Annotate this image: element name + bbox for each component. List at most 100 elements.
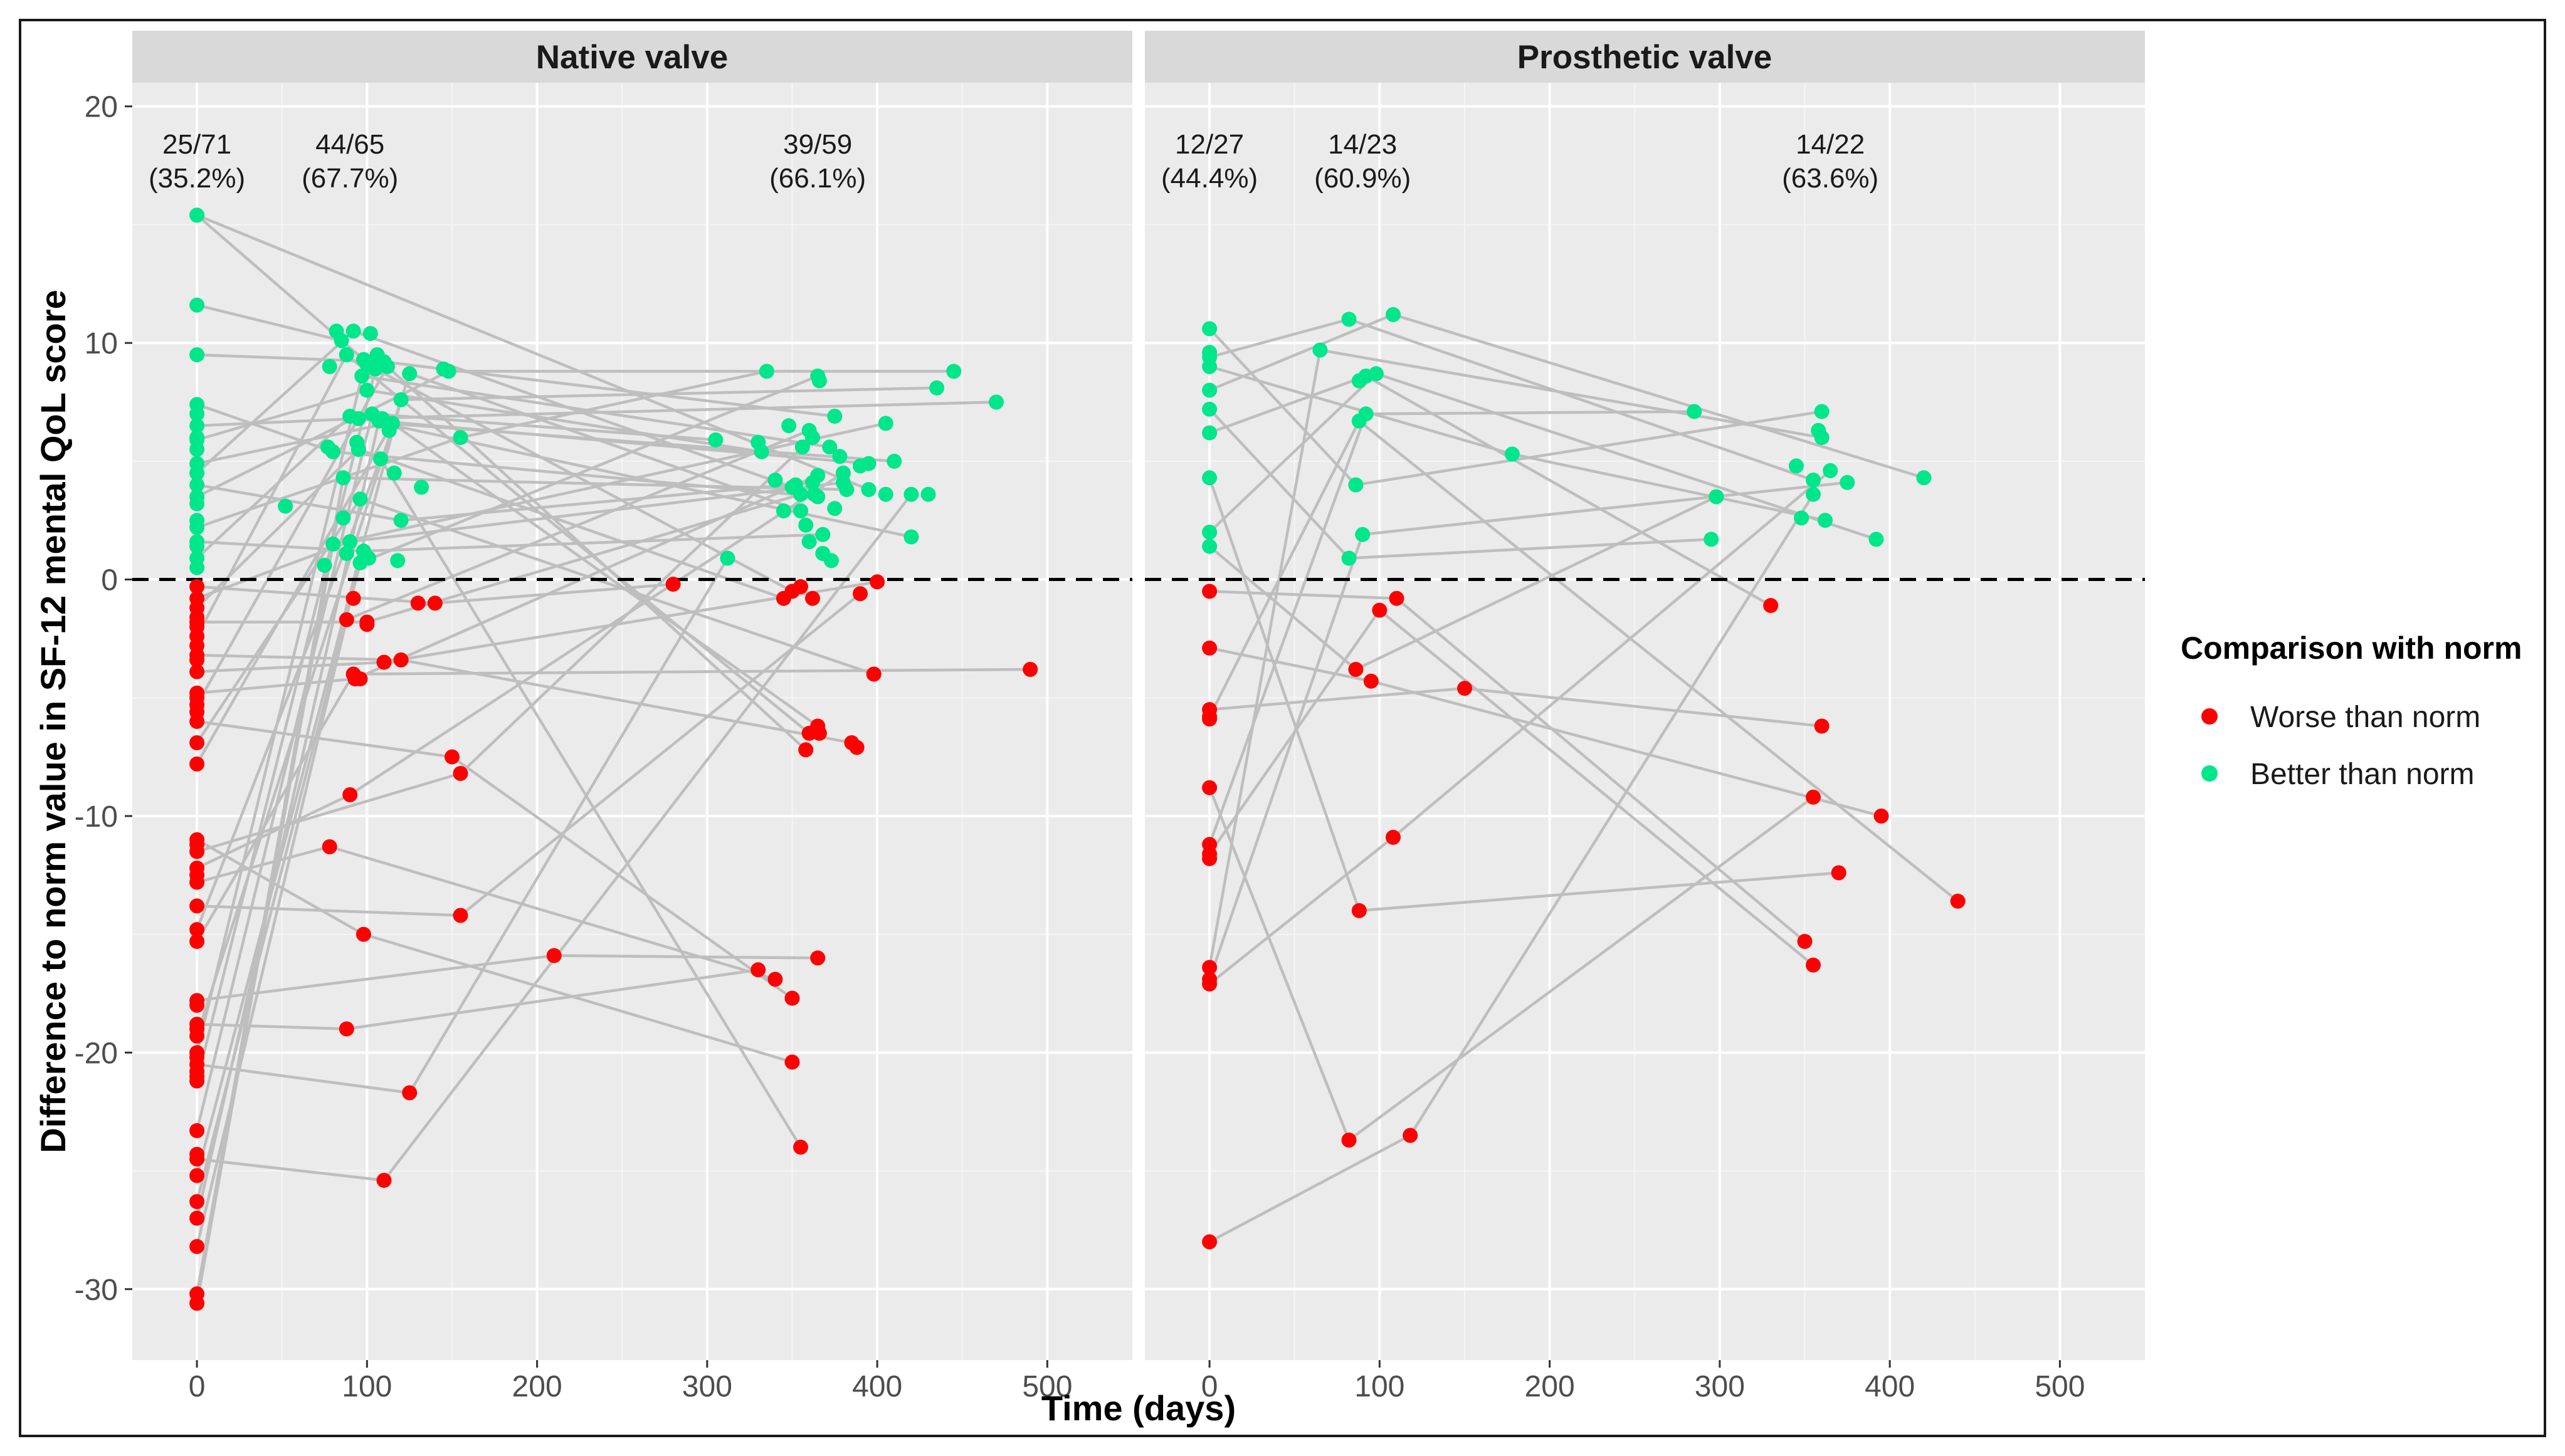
point-worse-than-norm [453,766,468,781]
point-worse-than-norm [189,1146,205,1162]
point-worse-than-norm [1389,590,1404,606]
x-axis-ticks-native: 0 100 200 300 400 500 [189,1360,1072,1403]
point-worse-than-norm [189,735,205,750]
point-better-than-norm [787,477,803,493]
point-better-than-norm [1202,425,1218,441]
point-better-than-norm [827,501,843,516]
legend-key-worse [2201,708,2218,725]
trajectory-line [196,303,342,342]
point-better-than-norm [352,491,368,507]
point-worse-than-norm [189,1239,205,1254]
point-worse-than-norm [1023,662,1038,677]
panel-native-valve: Native valve 25/71(35.2%) 44/65(67.7%) 39/… [132,31,1132,1403]
point-worse-than-norm [853,586,868,602]
point-better-than-norm [381,422,397,438]
point-better-than-norm [453,430,468,446]
point-better-than-norm [806,486,822,502]
point-worse-than-norm [322,839,337,854]
point-worse-than-norm [1202,851,1218,866]
point-better-than-norm [1687,404,1702,419]
point-better-than-norm [189,442,205,457]
point-better-than-norm [329,323,344,339]
y-axis: -30 -20 -10 0 10 20 [75,91,132,1307]
point-worse-than-norm [189,619,205,634]
point-better-than-norm [1312,342,1328,358]
point-better-than-norm [794,439,810,455]
legend-label-better: Better than norm [2250,758,2475,791]
point-better-than-norm [776,503,791,519]
point-worse-than-norm [665,577,681,592]
point-worse-than-norm [189,579,205,594]
point-better-than-norm [1868,532,1884,547]
strip-label-native-valve: Native valve [536,39,728,76]
point-better-than-norm [887,453,902,469]
point-better-than-norm [320,439,335,455]
x-tick-label: 200 [512,1370,562,1403]
point-worse-than-norm [1202,1234,1218,1250]
count-annotation: 44/65 [315,129,384,160]
point-better-than-norm [835,465,851,481]
point-worse-than-norm [189,756,205,772]
point-better-than-norm [414,479,429,495]
point-better-than-norm [189,560,205,575]
x-tick-label: 400 [852,1370,902,1403]
legend-label-worse: Worse than norm [2250,701,2480,734]
point-better-than-norm [861,482,877,498]
point-worse-than-norm [189,704,205,720]
point-better-than-norm [436,361,451,377]
point-worse-than-norm [189,934,205,949]
x-tick-label: 100 [1354,1370,1404,1403]
points-prosthetic [1202,306,1966,1250]
point-worse-than-norm [339,612,354,627]
point-worse-than-norm [1202,584,1218,599]
point-better-than-norm [189,538,205,554]
point-better-than-norm [1202,359,1218,374]
point-better-than-norm [189,430,205,446]
point-better-than-norm [1341,312,1357,327]
point-better-than-norm [379,359,395,374]
point-worse-than-norm [189,898,205,914]
figure-frame: Native valve 25/71 (35.2%) 44/65 (67.7%) 39/… [19,19,2546,1437]
y-tick-label: 0 [101,564,118,597]
point-worse-than-norm [1950,893,1966,909]
point-worse-than-norm [189,1123,205,1138]
point-worse-than-norm [1403,1128,1418,1143]
point-worse-than-norm [376,1173,392,1188]
count-annotation: 14/22 [1796,129,1865,160]
point-better-than-norm [359,357,375,372]
point-worse-than-norm [189,922,205,938]
y-tick-label: 10 [85,327,118,360]
point-better-than-norm [1814,404,1830,419]
point-better-than-norm [339,347,354,362]
point-worse-than-norm [870,574,885,590]
point-worse-than-norm [376,654,392,670]
point-better-than-norm [189,406,205,422]
point-better-than-norm [1368,366,1384,382]
point-worse-than-norm [1797,934,1813,949]
point-worse-than-norm [793,1139,808,1155]
point-better-than-norm [1202,525,1218,540]
point-better-than-norm [1794,510,1809,526]
percent-annotation: (60.9%) [1314,163,1411,194]
point-worse-than-norm [1363,673,1379,689]
point-better-than-norm [1806,473,1821,488]
point-better-than-norm [823,553,839,568]
point-better-than-norm [189,477,205,493]
point-worse-than-norm [189,1168,205,1183]
point-better-than-norm [369,347,385,362]
x-tick-label: 300 [1695,1370,1745,1403]
point-worse-than-norm [189,1210,205,1226]
point-worse-than-norm [445,749,460,765]
point-better-than-norm [798,517,814,533]
point-better-than-norm [317,557,332,573]
point-better-than-norm [189,465,205,481]
point-worse-than-norm [1831,865,1846,881]
count-annotation: 25/71 [162,129,231,160]
point-worse-than-norm [1348,662,1364,677]
point-better-than-norm [373,451,388,467]
point-better-than-norm [342,409,358,424]
grid-prosthetic [1145,83,2145,1360]
point-worse-than-norm [1202,960,1218,975]
point-better-than-norm [390,553,406,568]
point-better-than-norm [903,529,919,545]
